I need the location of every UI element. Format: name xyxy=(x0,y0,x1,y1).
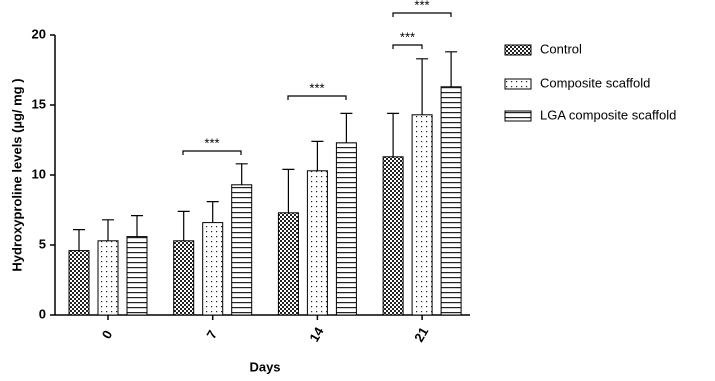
bar xyxy=(335,142,357,316)
bar xyxy=(382,156,404,316)
error-bar xyxy=(340,112,353,143)
error-bar xyxy=(206,201,219,223)
bar xyxy=(126,236,148,316)
y-tick-label: 5 xyxy=(39,236,46,251)
significance-label: *** xyxy=(204,135,219,150)
legend-label: LGA composite scaffold xyxy=(540,107,676,122)
legend-swatch xyxy=(504,110,532,122)
x-tick-label: 14 xyxy=(306,324,327,345)
bar xyxy=(277,212,299,316)
y-axis-label: Hydroxyproline levels (µg/ mg ) xyxy=(9,78,24,271)
bar xyxy=(306,170,328,316)
legend-label: Control xyxy=(540,41,582,56)
x-tick-label: 0 xyxy=(99,328,116,342)
y-tick-label: 15 xyxy=(32,96,46,111)
error-bar xyxy=(102,219,114,241)
error-bar xyxy=(73,229,85,251)
y-tick-label: 0 xyxy=(39,306,46,321)
error-bar xyxy=(235,163,248,185)
x-tick-label: 21 xyxy=(411,324,431,344)
bar xyxy=(411,114,433,316)
bar xyxy=(440,86,462,316)
x-axis-label: Days xyxy=(249,359,280,374)
significance-label: *** xyxy=(309,80,324,95)
error-bar xyxy=(445,51,458,87)
bar xyxy=(173,240,195,316)
y-tick-label: 10 xyxy=(32,166,46,181)
error-bar xyxy=(282,168,295,213)
significance-bracket xyxy=(182,150,242,155)
error-bar xyxy=(416,58,429,115)
significance-bracket xyxy=(392,44,423,49)
bar xyxy=(202,222,224,316)
error-bar xyxy=(387,112,400,157)
bar xyxy=(68,250,90,316)
legend-swatch xyxy=(504,44,532,56)
legend-label: Composite scaffold xyxy=(540,75,650,90)
x-tick-label: 7 xyxy=(203,328,220,342)
bar xyxy=(97,240,119,316)
legend-swatch xyxy=(504,78,532,90)
significance-label: *** xyxy=(400,29,415,44)
bar xyxy=(231,184,253,316)
significance-bracket xyxy=(287,95,347,100)
error-bar xyxy=(131,215,143,237)
significance-bracket xyxy=(392,12,452,17)
significance-label: *** xyxy=(414,0,429,12)
error-bar xyxy=(311,140,324,171)
y-tick-label: 20 xyxy=(32,26,46,41)
error-bar xyxy=(177,210,190,241)
